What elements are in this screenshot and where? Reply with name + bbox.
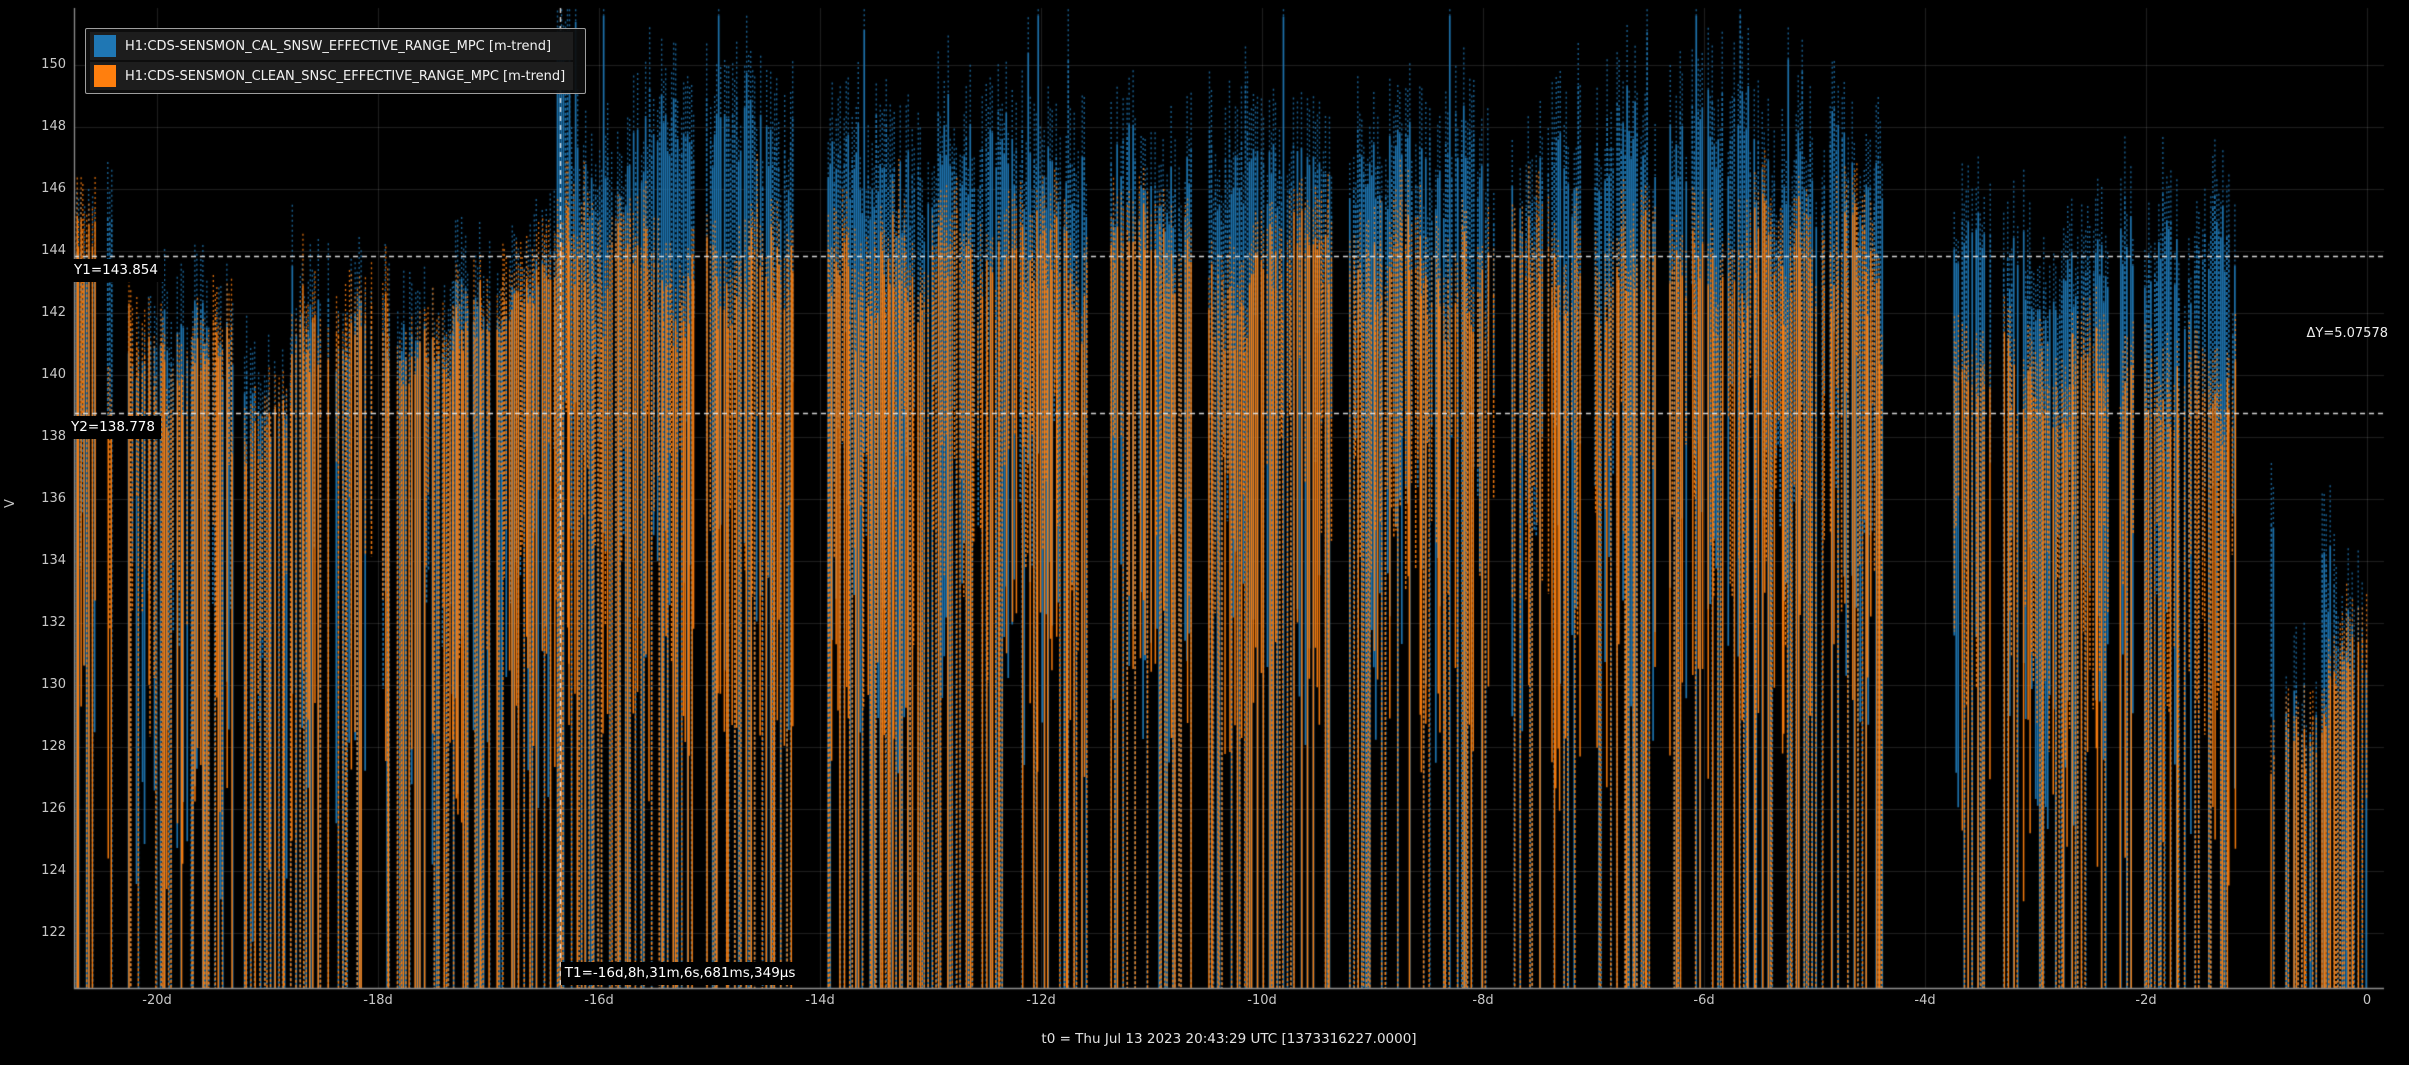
x-tick-label: -20d: [142, 993, 172, 1008]
x-tick-label: -10d: [1247, 993, 1277, 1008]
y-tick-label: 126: [41, 801, 66, 816]
y-tick-label: 130: [41, 677, 66, 692]
y-tick-label: 140: [41, 367, 66, 382]
legend-label: H1:CDS-SENSMON_CAL_SNSW_EFFECTIVE_RANGE_…: [125, 38, 552, 54]
x-tick-label: -2d: [2135, 993, 2157, 1008]
legend-label: H1:CDS-SENSMON_CLEAN_SNSC_EFFECTIVE_RANG…: [125, 68, 566, 84]
y-tick-label: 150: [41, 57, 66, 72]
legend-swatch-blue: [94, 35, 116, 57]
y-tick-label: 138: [41, 429, 66, 444]
y-tick-label: 146: [41, 181, 66, 196]
y-tick-label: 134: [41, 553, 66, 568]
y-tick-label: 124: [41, 863, 66, 878]
y-tick-label: 122: [41, 925, 66, 940]
y-tick-label: 132: [41, 615, 66, 630]
y-tick-label: 142: [41, 305, 66, 320]
x-tick-label: -4d: [1914, 993, 1936, 1008]
legend-item: H1:CDS-SENSMON_CLEAN_SNSC_EFFECTIVE_RANG…: [90, 62, 574, 90]
cursor-y1-label[interactable]: Y1=143.854: [70, 258, 164, 282]
y-tick-label: 148: [41, 119, 66, 134]
x-tick-label: -18d: [363, 993, 393, 1008]
x-tick-label: -16d: [584, 993, 614, 1008]
x-tick-label: -6d: [1693, 993, 1715, 1008]
legend-swatch-orange: [94, 65, 116, 87]
x-tick-label: -12d: [1026, 993, 1056, 1008]
y-tick-label: 144: [41, 243, 66, 258]
y-tick-label: 128: [41, 739, 66, 754]
delta-y-readout: ΔY=5.07578: [2306, 326, 2389, 342]
legend-item: H1:CDS-SENSMON_CAL_SNSW_EFFECTIVE_RANGE_…: [90, 32, 574, 60]
legend[interactable]: H1:CDS-SENSMON_CAL_SNSW_EFFECTIVE_RANGE_…: [85, 28, 587, 94]
y-axis-label: V: [2, 499, 18, 508]
cursor-t1-label[interactable]: T1=-16d,8h,31m,6s,681ms,349μs: [560, 962, 802, 985]
x-axis-title: t0 = Thu Jul 13 2023 20:43:29 UTC [13733…: [1041, 1031, 1417, 1047]
cursor-y2-label[interactable]: Y2=138.778: [67, 415, 161, 439]
x-tick-label: -14d: [805, 993, 835, 1008]
x-tick-label: -8d: [1472, 993, 1494, 1008]
x-tick-label: 0: [2362, 993, 2372, 1008]
y-tick-label: 136: [41, 491, 66, 506]
